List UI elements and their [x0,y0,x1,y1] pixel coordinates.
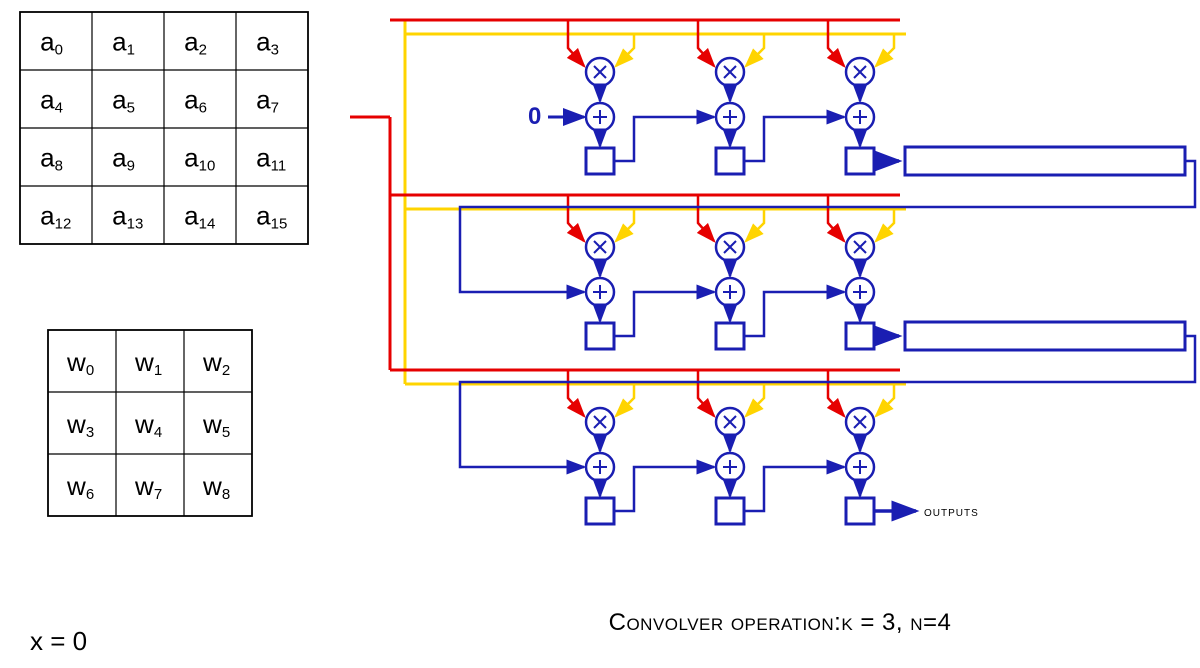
w-matrix-cell-2-2: w8 [202,471,230,503]
a-matrix-cell-1-0: a4 [40,84,63,116]
reg-node-0-0 [586,148,614,174]
diagram-title: Convolver operation:k = 3, n=4 [609,609,952,636]
a-matrix-cell-1-2: a6 [184,84,207,116]
a-matrix-cell-0-2: a2 [184,26,207,58]
zero-label: 0 [528,103,541,130]
w-matrix-cell-0-1: w1 [134,347,162,379]
a-matrix-cell-2-2: a10 [184,142,215,174]
fifo-1 [905,322,1185,350]
outputs-label: outputs [924,503,979,519]
reg-node-1-1 [716,323,744,349]
w-matrix: w0 w1 w2 w3 w4 w5 w6 w7 w8 [48,330,252,516]
w-matrix-cell-2-0: w6 [66,471,94,503]
reg-node-1-2 [846,323,874,349]
a-matrix-cell-2-1: a9 [112,142,135,174]
w-matrix-cell-1-0: w3 [66,409,94,441]
a-matrix-cell-1-1: a5 [112,84,135,116]
w-matrix-cell-0-2: w2 [202,347,230,379]
reg-node-0-2 [846,148,874,174]
a-matrix-cell-0-3: a3 [256,26,279,58]
a-matrix-cell-1-3: a7 [256,84,279,116]
w-matrix-cell-1-2: w5 [202,409,230,441]
a-matrix-cell-3-1: a13 [112,200,143,232]
reg-node-1-0 [586,323,614,349]
reg-node-2-2 [846,498,874,524]
a-matrix-cell-2-3: a11 [256,142,286,174]
reg-node-2-1 [716,498,744,524]
a-matrix-cell-3-0: a12 [40,200,71,232]
w-matrix-cell-2-1: w7 [134,471,162,503]
a-matrix-cell-0-0: a0 [40,26,63,58]
w-matrix-cell-0-0: w0 [66,347,94,379]
a-matrix-cell-0-1: a1 [112,26,135,58]
reg-node-2-0 [586,498,614,524]
w-matrix-cell-1-1: w4 [134,409,162,441]
fifo-0 [905,147,1185,175]
a-matrix-cell-3-2: a14 [184,200,215,232]
equation-x: x = 0 [30,626,87,656]
a-matrix-cell-3-3: a15 [256,200,287,232]
reg-node-0-1 [716,148,744,174]
a-matrix-cell-2-0: a8 [40,142,63,174]
